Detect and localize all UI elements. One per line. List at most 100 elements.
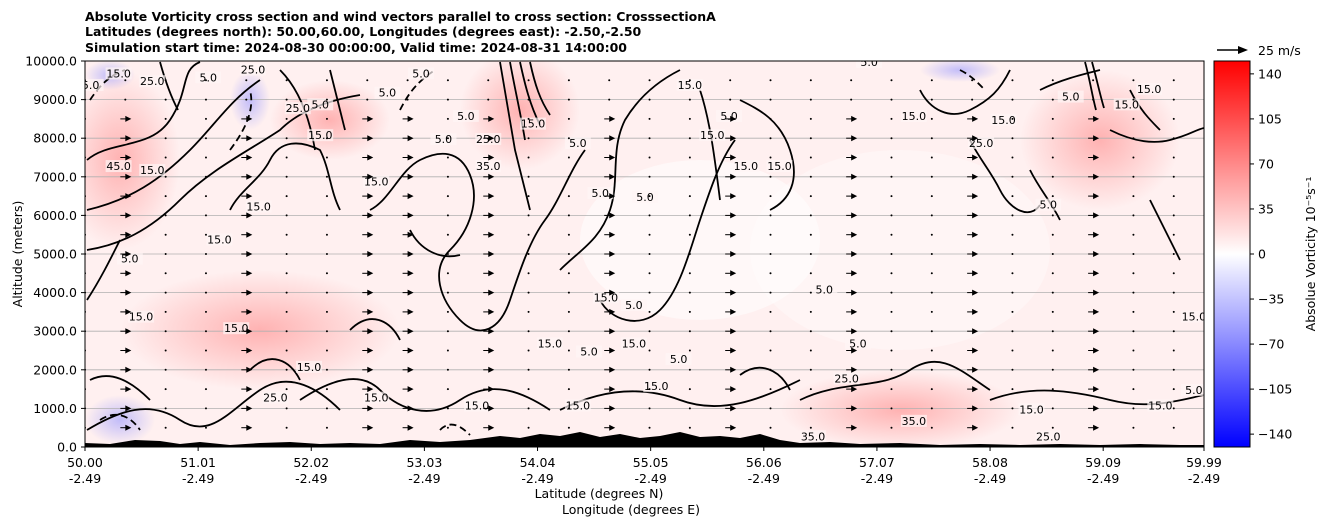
contour-label: 15.0 xyxy=(1018,403,1045,416)
contour-label: 15.0 xyxy=(105,67,132,80)
wind-vector xyxy=(1172,117,1175,120)
wind-vector xyxy=(325,117,328,120)
wind-vector xyxy=(285,79,288,82)
wind-vector-head xyxy=(851,212,858,219)
wind-vector xyxy=(1092,98,1095,101)
contour-label-text: 5.0 xyxy=(311,98,329,111)
wind-vector xyxy=(487,79,490,82)
wind-vector xyxy=(1011,407,1014,410)
contour-label: 25.0 xyxy=(284,102,311,115)
wind-vector xyxy=(688,233,691,236)
contour-label: 5.0 xyxy=(716,109,743,123)
dashed-contour-lines xyxy=(89,69,986,436)
y-tick-label: 10000.0 xyxy=(25,54,77,69)
y-axis-label: Altitude (meters) xyxy=(10,201,25,308)
wind-vector xyxy=(930,214,933,217)
wind-vector xyxy=(1051,291,1054,294)
wind-vector xyxy=(1132,272,1135,275)
wind-vector xyxy=(809,233,812,236)
wind-vector-head xyxy=(1093,154,1100,161)
contour-label-text: 5.0 xyxy=(1040,199,1058,212)
colorbar-tick-label: 0 xyxy=(1258,247,1266,262)
contour-label: 5.0 xyxy=(430,133,457,146)
plot-area: 25.0 5.025.015.015.015.015.05.015.015.015… xyxy=(85,61,1204,447)
x-tick-label-lat: 59.99 xyxy=(1186,455,1222,470)
x-tick-label-lat: 56.06 xyxy=(746,455,782,470)
wind-vector-head xyxy=(367,328,374,335)
wind-vector xyxy=(1132,310,1135,313)
wind-vector xyxy=(1051,388,1054,391)
contour-label-bg xyxy=(665,353,692,366)
wind-vector-head xyxy=(730,212,737,219)
contour-label-layer: 25.0 5.025.015.015.015.015.05.015.015.015… xyxy=(85,61,1204,443)
wind-vector xyxy=(204,426,207,429)
wind-vector-head xyxy=(730,289,737,296)
wind-vector xyxy=(325,175,328,178)
wind-vector-head xyxy=(367,405,374,412)
wind-vector xyxy=(1132,426,1135,429)
wind-vector xyxy=(527,310,530,313)
wind-vector xyxy=(809,79,812,82)
wind-vector-head xyxy=(609,251,616,257)
wind-vector xyxy=(648,195,651,198)
wind-vector xyxy=(325,310,328,313)
wind-vector xyxy=(1172,253,1175,255)
contour-label-bg xyxy=(363,391,390,404)
contour-label-bg xyxy=(844,337,871,350)
x-tick-label-lat: 51.01 xyxy=(180,455,216,470)
y-tick-label: 8000.0 xyxy=(33,131,77,146)
contour-label-text: 15.0 xyxy=(566,399,591,412)
wind-vector xyxy=(1172,330,1175,333)
wind-vector-head xyxy=(246,193,253,200)
colorbar-tick-label: 140 xyxy=(1258,66,1282,81)
contour-label-bg xyxy=(900,414,927,427)
wind-vector-head xyxy=(125,366,132,373)
contour-label-bg xyxy=(632,190,659,203)
contour-label-bg xyxy=(284,102,311,115)
contour-label: 5.0 xyxy=(452,109,479,123)
contour-label: 5.0 xyxy=(85,79,104,92)
wind-vector xyxy=(1092,79,1095,82)
wind-vector xyxy=(1011,137,1014,140)
contour-label: 35.0 xyxy=(800,430,827,443)
wind-vector xyxy=(164,272,167,275)
wind-vector-head xyxy=(246,424,253,431)
wind-vector xyxy=(446,407,449,410)
wind-vector-head xyxy=(125,405,132,412)
x-tick-label-lat: 59.09 xyxy=(1085,455,1121,470)
wind-vector-head xyxy=(246,212,253,219)
wind-vector xyxy=(285,388,288,391)
colorbar-ticks: 140 105 70 35 0 −35 −70 −105 −140 xyxy=(1250,66,1292,442)
wind-vector xyxy=(567,291,570,294)
contour-label-text: 15.0 xyxy=(224,322,249,335)
wind-vector xyxy=(204,388,207,391)
contour-label: 15.0 xyxy=(1113,98,1140,111)
contour-label-bg xyxy=(195,71,222,84)
wind-vector xyxy=(688,137,691,140)
contour-label-bg xyxy=(374,86,401,99)
wind-vector xyxy=(325,330,328,333)
wind-vector xyxy=(648,214,651,217)
wind-vector-head xyxy=(125,424,132,431)
contour-label-bg xyxy=(620,337,647,350)
wind-vector-head xyxy=(972,251,979,257)
contour-label-text: 15.0 xyxy=(106,67,131,80)
wind-vector-head xyxy=(125,386,132,393)
contour-label-text: 15.0 xyxy=(140,164,165,177)
contour-label: 5.0 xyxy=(564,136,591,150)
wind-vector xyxy=(930,407,933,410)
contour-label-text: 15.0 xyxy=(700,129,725,142)
wind-vector xyxy=(567,214,570,217)
wind-vector xyxy=(1051,117,1054,120)
wind-vector xyxy=(164,233,167,236)
contour-label-text: 5.0 xyxy=(199,71,217,84)
wind-vector xyxy=(164,79,167,82)
wind-vector xyxy=(285,407,288,410)
wind-vector xyxy=(204,233,207,236)
contour-label: 5.0 xyxy=(374,86,401,100)
wind-vector-head xyxy=(609,231,616,238)
wind-vector-head xyxy=(488,212,495,219)
wind-vector-head xyxy=(488,193,495,200)
wind-vector-head xyxy=(367,173,374,180)
wind-vector-head xyxy=(730,231,737,238)
